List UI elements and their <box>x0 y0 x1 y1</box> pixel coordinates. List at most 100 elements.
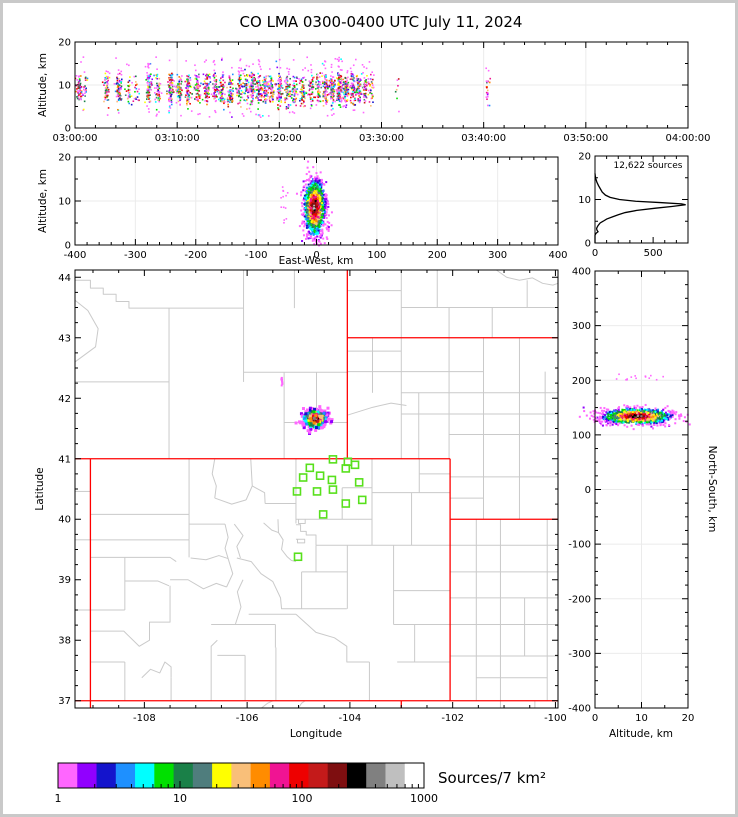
colorbar-segment <box>250 763 271 788</box>
map-xlabel: Longitude <box>290 728 342 740</box>
y-tick-label: 10 <box>58 197 71 208</box>
y-tick-label: 39 <box>58 575 71 586</box>
x-tick-label: 0 <box>592 248 598 259</box>
map-source-points <box>280 376 334 435</box>
x-tick-label: 0 <box>313 250 319 261</box>
colorbar-tick-label: 10 <box>173 792 187 805</box>
colorbar-segment <box>231 763 252 788</box>
colorbar-segment <box>135 763 155 788</box>
state-borders <box>75 270 558 708</box>
ew-panel-xlabel: East-West, km <box>279 255 354 267</box>
colorbar-segment <box>269 763 290 788</box>
y-tick-label: 40 <box>58 515 71 526</box>
x-tick-label: 04:00:00 <box>666 133 711 144</box>
x-tick-label: 10 <box>635 713 648 724</box>
tick-marks <box>74 41 689 129</box>
lma-stations <box>292 455 367 562</box>
colorbar-segment <box>212 763 232 788</box>
colorbar-label: Sources/7 km² <box>438 769 546 787</box>
x-tick-label: 0 <box>592 713 598 724</box>
y-tick-label: 43 <box>58 333 71 344</box>
lma-station-marker <box>298 473 308 482</box>
map-panel: -108 -106 -104 -102 -100 37 38 39 40 41 42 43 44 <box>58 269 567 724</box>
lma-station-marker <box>328 485 338 494</box>
y-tick-label: 20 <box>58 38 71 49</box>
lma-station-marker <box>354 478 364 487</box>
x-tick-label: 200 <box>428 250 447 261</box>
colorbar-segment <box>58 763 78 788</box>
colorbar-ticks <box>57 781 425 788</box>
ns-panel-xlabel: Altitude, km <box>609 728 673 740</box>
x-tick-label: -102 <box>441 713 464 724</box>
y-tick-label: 38 <box>58 636 71 647</box>
y-tick-label: 400 <box>572 267 591 278</box>
y-tick-label: 300 <box>572 321 591 332</box>
figure-title: CO LMA 0300-0400 UTC July 11, 2024 <box>240 13 523 31</box>
ns-panel-ylabel: North-South, km <box>706 446 718 533</box>
lma-station-marker <box>293 552 303 562</box>
y-tick-label: 37 <box>58 696 71 707</box>
lma-station-marker <box>312 487 322 496</box>
map-ylabel: Latitude <box>34 467 46 510</box>
altitude-histogram-panel: 0 500 0 10 20 <box>578 152 689 259</box>
time-panel-ylabel: Altitude, km <box>37 53 49 117</box>
lma-station-marker <box>341 499 351 508</box>
x-tick-label: -300 <box>124 250 147 261</box>
y-tick-label: 0 <box>585 239 591 250</box>
x-tick-label: 300 <box>488 250 507 261</box>
colorbar-segment <box>289 763 309 788</box>
lma-station-marker <box>350 460 360 470</box>
x-tick-label: 20 <box>682 713 695 724</box>
x-tick-label: 03:10:00 <box>155 133 200 144</box>
lma-station-marker <box>327 475 337 485</box>
county-borders <box>74 269 559 709</box>
y-tick-label: 20 <box>578 152 591 163</box>
colorbar-tick-label: 100 <box>292 792 313 805</box>
x-tick-label: -100 <box>245 250 268 261</box>
x-tick-label: 03:30:00 <box>359 133 404 144</box>
ns-height-points <box>578 373 691 431</box>
y-tick-label: -400 <box>568 704 591 715</box>
x-tick-label: -106 <box>236 713 259 724</box>
y-tick-label: 41 <box>58 454 71 465</box>
time-height-points <box>74 56 492 118</box>
y-tick-label: -200 <box>568 594 591 605</box>
colorbar-tick-label: 1000 <box>410 792 438 805</box>
ns-height-panel: 0 10 20 400 300 200 100 0 -100 -200 -300 -400 <box>568 267 694 725</box>
colorbar-tick-label: 1 <box>55 792 62 805</box>
time-height-panel: 03:00:00 03:10:00 03:20:00 03:30:00 03:40:00… <box>53 38 711 145</box>
lma-station-marker <box>315 471 325 480</box>
x-tick-label: 100 <box>367 250 386 261</box>
lma-station-marker <box>305 463 315 473</box>
x-tick-label: -400 <box>64 250 87 261</box>
colorbar-segment <box>173 763 194 788</box>
source-count-annotation: 12,622 sources <box>614 161 683 171</box>
x-tick-label: 400 <box>548 250 567 261</box>
x-tick-label: 03:40:00 <box>461 133 506 144</box>
colorbar-segment <box>77 763 98 788</box>
lma-station-marker <box>318 510 328 519</box>
y-tick-label: -300 <box>568 649 591 660</box>
tick-marks <box>594 155 689 244</box>
ew-height-points <box>280 160 333 247</box>
x-tick-label: -100 <box>544 713 567 724</box>
colorbar-segment <box>327 763 348 788</box>
y-tick-label: 0 <box>65 124 71 135</box>
colorbar: 1 10 100 1000 <box>55 762 438 805</box>
y-tick-label: 0 <box>65 241 71 252</box>
x-tick-label: 03:50:00 <box>563 133 608 144</box>
tick-marks <box>75 270 558 708</box>
y-tick-label: 44 <box>58 273 71 284</box>
tick-marks <box>594 270 689 709</box>
colorbar-segment <box>404 763 425 788</box>
y-tick-label: 20 <box>58 153 71 164</box>
colorbar-segment <box>154 763 175 788</box>
colorbar-segment <box>346 763 367 788</box>
panel-border <box>74 269 559 709</box>
y-tick-label: 10 <box>578 195 591 206</box>
x-tick-label: 500 <box>644 248 663 259</box>
x-tick-label: 03:20:00 <box>257 133 302 144</box>
colorbar-segment <box>308 763 329 788</box>
lma-station-marker <box>292 487 302 496</box>
